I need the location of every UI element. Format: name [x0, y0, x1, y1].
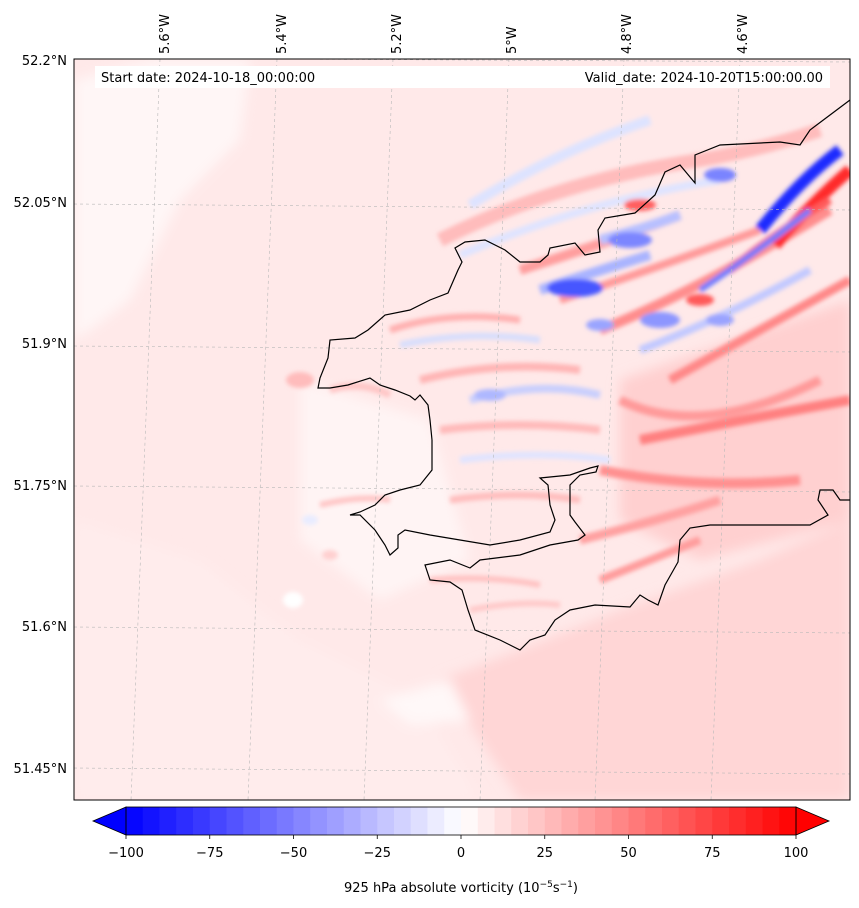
colorbar-cell: [494, 807, 512, 835]
colorbar-tick-label: −25: [364, 846, 391, 861]
colorbar-cell: [260, 807, 278, 835]
colorbar-cell: [293, 807, 311, 835]
colorbar-cells: [126, 807, 797, 835]
valid-date-label: Valid_date: 2024-10-20T15:00:00.00: [585, 71, 823, 86]
info-box: [95, 66, 830, 88]
colorbar-cell: [276, 807, 294, 835]
colorbar-cell: [477, 807, 495, 835]
colorbar-cell: [695, 807, 713, 835]
colorbar-cell: [628, 807, 646, 835]
lat-tick-label: 52.2°N: [22, 54, 67, 69]
colorbar-tick-label: 50: [620, 846, 637, 861]
colorbar-tick-label: −100: [108, 846, 144, 861]
lon-tick-label: 4.8°W: [620, 14, 635, 54]
colorbar-tick-label: 0: [457, 846, 465, 861]
colorbar-cell: [176, 807, 194, 835]
colorbar-max-extend: [795, 806, 831, 836]
colorbar-cell: [343, 807, 361, 835]
colorbar-cell: [360, 807, 378, 835]
colorbar-cell: [226, 807, 244, 835]
colorbar-cell: [142, 807, 160, 835]
colorbar-cell: [729, 807, 747, 835]
colorbar-label: 925 hPa absolute vorticity (10−5s−1): [344, 880, 578, 896]
lon-tick-label: 4.6°W: [736, 14, 751, 54]
coastline: [317, 99, 850, 651]
colorbar-tick-label: −75: [196, 846, 223, 861]
colorbar-min-extend: [91, 806, 127, 836]
colorbar-cell: [678, 807, 696, 835]
lat-tick-label: 52.05°N: [14, 196, 67, 211]
colorbar-cell: [662, 807, 680, 835]
colorbar-cell: [444, 807, 462, 835]
colorbar-ticks: −100 −75 −50 −25 0 25 50 75 100: [108, 835, 808, 861]
colorbar-tick-label: 75: [704, 846, 721, 861]
longitude-ticks: 5.6°W 5.4°W 5.2°W 5°W 4.8°W 4.6°W: [158, 14, 751, 54]
vorticity-field: [74, 59, 850, 800]
colorbar-cell: [394, 807, 412, 835]
lon-tick-label: 5°W: [505, 26, 520, 54]
start-date-label: Start date: 2024-10-18_00:00:00: [101, 71, 315, 86]
lon-tick-label: 5.4°W: [275, 14, 290, 54]
lon-tick-label: 5.6°W: [158, 14, 173, 54]
colorbar-tick-label: 100: [784, 846, 809, 861]
colorbar-cell: [611, 807, 629, 835]
lat-tick-label: 51.9°N: [22, 337, 67, 352]
colorbar-cell: [159, 807, 177, 835]
colorbar-cell: [578, 807, 596, 835]
colorbar-cell: [310, 807, 328, 835]
colorbar-cell: [209, 807, 227, 835]
colorbar-cell: [712, 807, 730, 835]
colorbar-cell: [243, 807, 261, 835]
lat-tick-label: 51.45°N: [14, 762, 67, 777]
colorbar-cell: [595, 807, 613, 835]
lon-tick-label: 5.2°W: [390, 14, 405, 54]
colorbar-cell: [377, 807, 395, 835]
colorbar-cell: [410, 807, 428, 835]
colorbar-cell: [779, 807, 797, 835]
colorbar-cell: [193, 807, 211, 835]
lat-tick-label: 51.75°N: [14, 479, 67, 494]
colorbar-cell: [461, 807, 479, 835]
colorbar-cell: [762, 807, 780, 835]
map-frame: [73, 58, 851, 801]
lat-tick-label: 51.6°N: [22, 620, 67, 635]
colorbar-cell: [544, 807, 562, 835]
colorbar-cell: [745, 807, 763, 835]
latitude-ticks: 52.2°N 52.05°N 51.9°N 51.75°N 51.6°N 51.…: [14, 54, 67, 777]
colorbar-cell: [561, 807, 579, 835]
colorbar: −100 −75 −50 −25 0 25 50 75 100 925 hPa absolute…: [91, 806, 831, 896]
colorbar-cell: [427, 807, 445, 835]
colorbar-tick-label: −50: [280, 846, 307, 861]
colorbar-cell: [528, 807, 546, 835]
colorbar-cell: [327, 807, 345, 835]
colorbar-cell: [511, 807, 529, 835]
colorbar-tick-label: 25: [536, 846, 553, 861]
colorbar-cell: [645, 807, 663, 835]
colorbar-cell: [126, 807, 144, 835]
